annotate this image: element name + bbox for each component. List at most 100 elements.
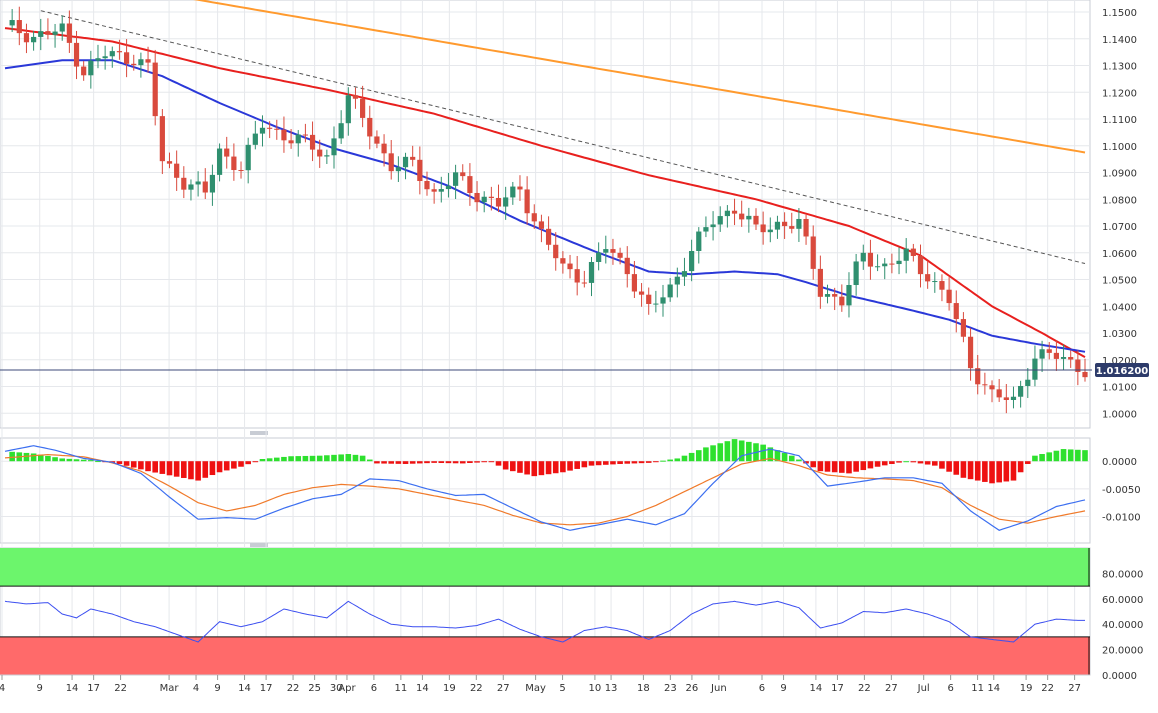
candle-body bbox=[166, 161, 173, 164]
macd-histogram-bar bbox=[624, 461, 631, 464]
macd-histogram-bar bbox=[445, 461, 452, 464]
candle-body bbox=[1068, 357, 1074, 360]
candle-body bbox=[31, 36, 37, 43]
macd-histogram-bar bbox=[195, 461, 201, 481]
macd-histogram-bar bbox=[1060, 449, 1067, 462]
macd-histogram-bar bbox=[395, 461, 402, 464]
candle-body bbox=[238, 170, 244, 172]
candle-body bbox=[88, 60, 94, 76]
candle-body bbox=[324, 155, 330, 157]
macd-histogram-bar bbox=[331, 454, 337, 462]
candle-body bbox=[95, 58, 101, 61]
candle-body bbox=[660, 297, 666, 304]
candle-body bbox=[1003, 397, 1009, 400]
x-tick-label: 5 bbox=[559, 683, 565, 694]
candle-body bbox=[610, 249, 616, 253]
macd-histogram-bar bbox=[381, 461, 387, 464]
macd-histogram-bar bbox=[1082, 450, 1088, 462]
macd-histogram-bar bbox=[438, 461, 445, 464]
candle-body bbox=[331, 138, 337, 156]
candle-body bbox=[646, 294, 652, 304]
candle-body bbox=[996, 389, 1002, 398]
candle-body bbox=[538, 221, 545, 229]
macd-histogram-bar bbox=[617, 461, 623, 464]
macd-histogram-bar bbox=[667, 459, 673, 462]
macd-histogram-bar bbox=[324, 455, 330, 462]
candle-body bbox=[352, 95, 359, 99]
macd-line bbox=[4, 445, 1086, 531]
candle-body bbox=[717, 216, 723, 225]
macd-panel bbox=[4, 439, 1088, 531]
candle-body bbox=[102, 56, 108, 59]
rsi-overbought-zone bbox=[0, 548, 1090, 587]
candle-body bbox=[774, 221, 781, 230]
candle-body bbox=[431, 189, 437, 192]
macd-histogram-bar bbox=[746, 441, 752, 462]
candle-body bbox=[374, 136, 380, 144]
macd-histogram-bar bbox=[302, 455, 309, 462]
macd-histogram-bar bbox=[424, 461, 430, 464]
candle-body bbox=[917, 255, 924, 275]
candle-body bbox=[1025, 379, 1031, 386]
candle-body bbox=[395, 167, 401, 172]
candle-body bbox=[839, 296, 845, 306]
macd-histogram-bar bbox=[803, 461, 809, 464]
macd-histogram-bar bbox=[932, 461, 938, 466]
macd-histogram-bar bbox=[474, 461, 480, 463]
macd-histogram-bar bbox=[223, 461, 230, 471]
macd-histogram-bar bbox=[767, 447, 774, 462]
macd-histogram-bar bbox=[1046, 452, 1053, 462]
macd-histogram-bar bbox=[345, 454, 352, 462]
macd-histogram-bar bbox=[23, 452, 30, 462]
macd-histogram-bar bbox=[552, 461, 559, 474]
candle-body bbox=[231, 156, 237, 171]
candle-body bbox=[66, 23, 72, 43]
current-price-tag bbox=[1095, 362, 1149, 377]
candle-body bbox=[402, 156, 409, 168]
candle-body bbox=[1053, 352, 1059, 359]
x-tick-label: 4 bbox=[0, 683, 5, 694]
candle-body bbox=[145, 59, 151, 63]
candle-body bbox=[581, 282, 587, 284]
candle-body bbox=[1039, 349, 1045, 359]
candle-body bbox=[696, 231, 702, 251]
macd-histogram-bar bbox=[273, 457, 280, 462]
macd-histogram-bar bbox=[989, 461, 995, 484]
price-tick-label: 1.0200 bbox=[1102, 356, 1137, 367]
macd-histogram-bar bbox=[173, 461, 180, 477]
macd-histogram-bar bbox=[216, 461, 223, 473]
candle-body bbox=[360, 98, 366, 118]
candle-body bbox=[81, 66, 87, 76]
macd-histogram-bar bbox=[545, 461, 552, 475]
rsi-panel bbox=[0, 548, 1090, 675]
macd-histogram-bar bbox=[166, 461, 173, 476]
x-tick-label: 22 bbox=[858, 683, 871, 694]
candle-body bbox=[488, 196, 494, 198]
candle-body bbox=[703, 227, 709, 232]
rsi-tick-label: 20.0000 bbox=[1102, 646, 1143, 657]
candle-body bbox=[896, 260, 902, 265]
macd-histogram-bar bbox=[688, 452, 695, 462]
macd-histogram-bar bbox=[95, 461, 101, 463]
macd-histogram-bar bbox=[231, 461, 237, 469]
macd-histogram-bar bbox=[352, 454, 359, 462]
candle-body bbox=[567, 263, 573, 270]
x-tick-label: Jun bbox=[710, 683, 727, 694]
macd-histogram-bar bbox=[774, 450, 781, 462]
macd-histogram-bar bbox=[1010, 461, 1017, 481]
x-tick-label: 11 bbox=[394, 683, 407, 694]
price-tick-label: 1.1100 bbox=[1102, 115, 1137, 126]
candle-body bbox=[474, 192, 480, 203]
candle-body bbox=[224, 148, 230, 157]
candle-body bbox=[596, 252, 602, 262]
macd-histogram-bar bbox=[495, 461, 502, 466]
candle-body bbox=[467, 176, 473, 193]
candle-body bbox=[603, 249, 609, 253]
macd-histogram-bar bbox=[924, 461, 931, 465]
macd-histogram-bar bbox=[52, 457, 58, 462]
macd-histogram-bar bbox=[703, 447, 709, 462]
macd-histogram-bar bbox=[388, 461, 395, 464]
x-tick-label: 10 bbox=[589, 683, 602, 694]
price-tick-label: 1.1400 bbox=[1102, 35, 1137, 46]
